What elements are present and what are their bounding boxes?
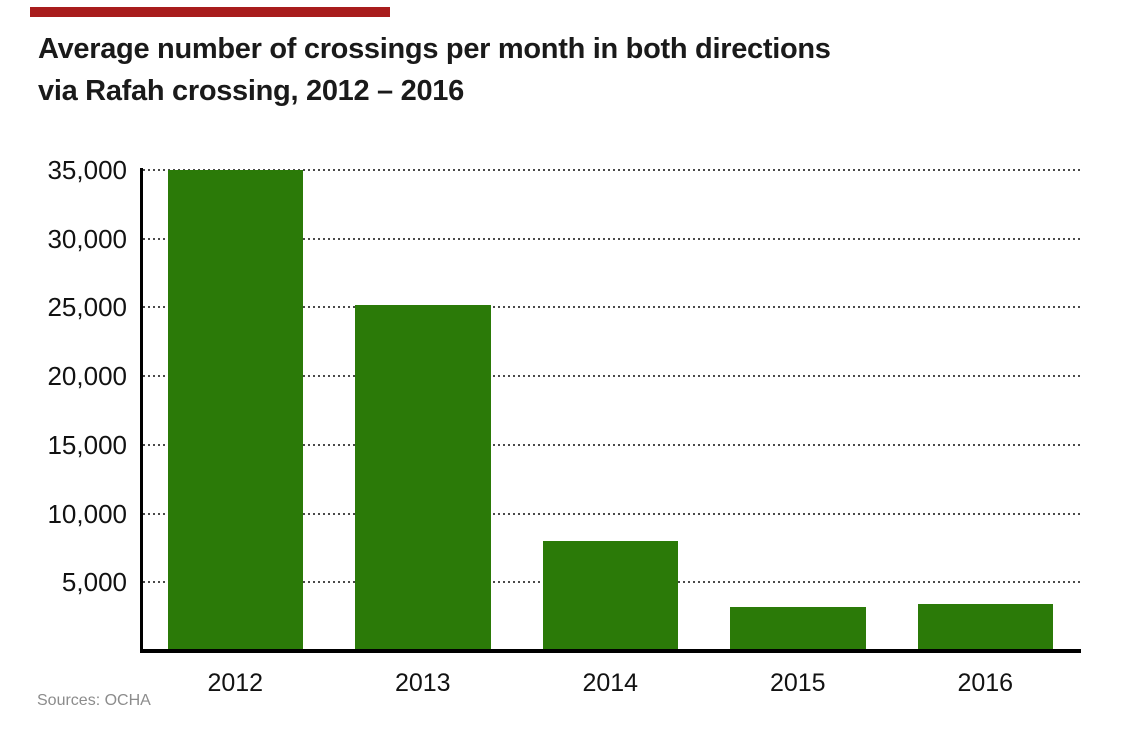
chart-title: Average number of crossings per month in… [38, 28, 831, 112]
y-tick-label-35000: 35,000 [47, 155, 127, 185]
y-tick-label-10000: 10,000 [47, 498, 127, 529]
gridline-15000 [143, 443, 1080, 446]
y-axis-line [140, 168, 143, 652]
x-tick-label-2016: 2016 [957, 669, 1014, 697]
gridline-20000 [143, 375, 1080, 378]
y-tick-label-30000: 30,000 [47, 223, 127, 254]
y-tick-label-15000: 15,000 [47, 429, 127, 460]
gridline-30000 [143, 237, 1080, 240]
gridline-10000 [143, 512, 1080, 515]
y-tick-label-5000: 5,000 [61, 567, 127, 598]
gridline-25000 [143, 306, 1080, 309]
x-tick-label-2012: 2012 [207, 669, 264, 697]
bar-2016 [917, 603, 1053, 651]
source-note: Sources: OCHA [37, 692, 151, 709]
y-tick-label-20000: 20,000 [47, 361, 127, 392]
bar-2015 [730, 607, 866, 651]
x-tick-label-2015: 2015 [769, 669, 826, 697]
x-axis-line [140, 648, 1081, 653]
y-tick-label-25000: 25,000 [47, 292, 127, 323]
x-tick-label-2014: 2014 [582, 669, 639, 697]
chart-title-line1: Average number of crossings per month in… [38, 33, 831, 65]
x-tick-label-2013: 2013 [394, 669, 451, 697]
gridline-35000 [143, 169, 1080, 171]
bar-2012 [167, 170, 303, 651]
accent-bar [30, 7, 390, 17]
bar-2013 [355, 304, 491, 651]
chart-title-line2: via Rafah crossing, 2012 – 2016 [38, 75, 464, 107]
bar-2014 [542, 541, 678, 651]
